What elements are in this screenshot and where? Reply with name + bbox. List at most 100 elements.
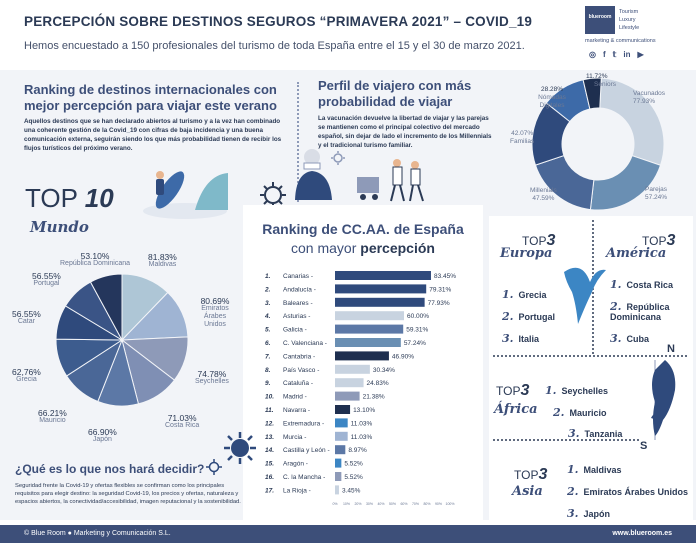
x-tick-label: 30% (366, 502, 373, 506)
asia-item-2: 2. Emiratos Árabes Unidos (567, 486, 689, 497)
bar-rank-label: 1. (265, 273, 271, 280)
facebook-icon[interactable]: f (602, 50, 606, 59)
donut-label-millenials: Millenials 47.59% (530, 187, 557, 203)
x-tick-label: 0% (332, 502, 337, 506)
youtube-icon[interactable]: ▶ (637, 50, 644, 59)
bar-rank-label: 2. (264, 286, 271, 293)
america-label: América (606, 246, 667, 261)
perfil-title: Perfil de viajero con más probabilidad d… (318, 78, 518, 110)
x-tick-label: 60% (400, 502, 407, 506)
bar-2 (335, 284, 427, 294)
surfer-body (156, 179, 164, 195)
x-tick-label: 10% (343, 502, 350, 506)
bar-category-label: Canarias - (283, 273, 313, 280)
bird-illustration (564, 267, 606, 324)
footer-website-link[interactable]: www.blueroom.es (612, 530, 672, 537)
traveler-body (295, 171, 332, 200)
pie-slice-repu-blica-dominicana (89, 273, 123, 341)
pie-label-value: 81.83% (148, 252, 177, 262)
pie-label-japon: 66.90% Japón (88, 428, 117, 444)
asia-label: Asia (512, 484, 543, 499)
africa-map-compass (651, 360, 676, 440)
donut-label-familias: 42.07% Familias (510, 130, 534, 146)
donut-label-value: 57.24% (645, 194, 668, 201)
bar-rank-label: 17. (265, 487, 274, 494)
america-item-2: 2. República Dominicana (610, 301, 692, 322)
cart-wheel (372, 194, 378, 200)
pie-label-costa-rica: 71.03% Costa Rica (165, 414, 199, 430)
luggage-cart (357, 177, 379, 193)
bar-14 (335, 445, 346, 455)
bar-category-label: C. la Mancha - (283, 474, 325, 481)
linkedin-icon[interactable]: in (623, 50, 631, 59)
bar-10 (335, 391, 360, 401)
person-leg (409, 184, 414, 202)
pie-label-value: 80.69% (200, 296, 230, 306)
x-tick-label: 80% (423, 502, 430, 506)
bar-12 (335, 418, 348, 428)
bar-rank-label: 12. (265, 420, 274, 427)
bar-category-label: Cataluña - (283, 380, 313, 387)
item-label: Cuba (626, 334, 649, 344)
pie-label-portugal: 56.55% Portugal (32, 272, 61, 288)
bar-rank-label: 4. (264, 313, 271, 320)
person-leg (417, 184, 424, 202)
wave-shape (195, 173, 228, 210)
pie-label-seychelles: 74.78% Seychelles (195, 370, 229, 386)
pie-label-name: Portugal (33, 280, 60, 287)
bar-16 (335, 472, 342, 481)
item-label: Mauricio (569, 408, 607, 418)
bar-value-label: 59.31% (406, 327, 428, 334)
donut-label-value: 42.07% (511, 130, 534, 137)
cart-wheel (360, 194, 366, 200)
x-tick-label: 40% (377, 502, 384, 506)
x-tick-label: 90% (435, 502, 442, 506)
logo-tag: Lifestyle (619, 25, 640, 31)
donut-label-vacunados: Vacunados 77.93% (633, 90, 665, 106)
item-number: 3. (610, 332, 622, 345)
bar-category-label: Madrid - (283, 394, 307, 401)
surfer-illustration (143, 171, 228, 219)
donut-label-nomadas: 28.28% Nómadas Digitales (532, 86, 572, 110)
bar-category-label: Baleares - (283, 300, 313, 307)
pie-label-value: 62,76% (12, 367, 41, 377)
pie-label-value: 56.55% (12, 309, 41, 319)
donut-label-value: 28.28% (540, 86, 564, 93)
bar-rank-label: 8. (265, 367, 271, 374)
mask-shape (303, 162, 321, 170)
asia-item-3: 3. Japón (567, 508, 610, 519)
bar-13 (335, 431, 348, 441)
perfil-paragraph: La vacunación devuelve la libertad de vi… (318, 115, 492, 149)
question-title: ¿Qué es lo que nos hará decidir? (15, 462, 205, 476)
bar-rank-label: 16. (265, 474, 274, 481)
item-label: Emiratos Árabes Unidos (583, 487, 689, 497)
bar-rank-label: 10. (265, 394, 274, 401)
x-tick-label: 50% (389, 502, 396, 506)
compass-south: S (640, 440, 648, 452)
bar-value-label: 21.38% (363, 394, 385, 401)
pie-label-name: Mauricio (39, 417, 66, 424)
instagram-icon[interactable]: ◎ (589, 50, 596, 59)
donut-label-name: Millenials (530, 187, 557, 194)
twitter-icon[interactable]: 𝕥 (612, 50, 617, 59)
brand-logo[interactable]: blueroom Tourism Luxury Lifestyle market… (585, 6, 685, 64)
surfboard-shape (155, 171, 185, 209)
top10-number: 10 (84, 183, 114, 213)
item-label: Japón (583, 509, 610, 519)
africa-label: África (494, 402, 538, 417)
bar-value-label: 5.52% (344, 474, 363, 481)
pie-label-name: Grecia (16, 376, 37, 383)
x-tick-label: 100% (446, 502, 455, 506)
bar-category-label: Castilla y León - (283, 447, 330, 454)
island-shape (651, 414, 657, 420)
footer: © Blue Room ● Marketing y Comunicación S… (0, 525, 696, 543)
africa-top3: TOP3 (496, 382, 529, 400)
pie-label-name: Japón (92, 436, 112, 443)
bar-category-label: Extremadura - (283, 420, 324, 427)
asia-item-1: 1. Maldivas (567, 464, 622, 475)
bar-value-label: 83.45% (434, 273, 456, 280)
person-head (411, 161, 419, 169)
item-label: Costa Rica (626, 280, 674, 290)
bar-rank-label: 13. (265, 434, 274, 441)
virus-icon-small (331, 151, 345, 165)
